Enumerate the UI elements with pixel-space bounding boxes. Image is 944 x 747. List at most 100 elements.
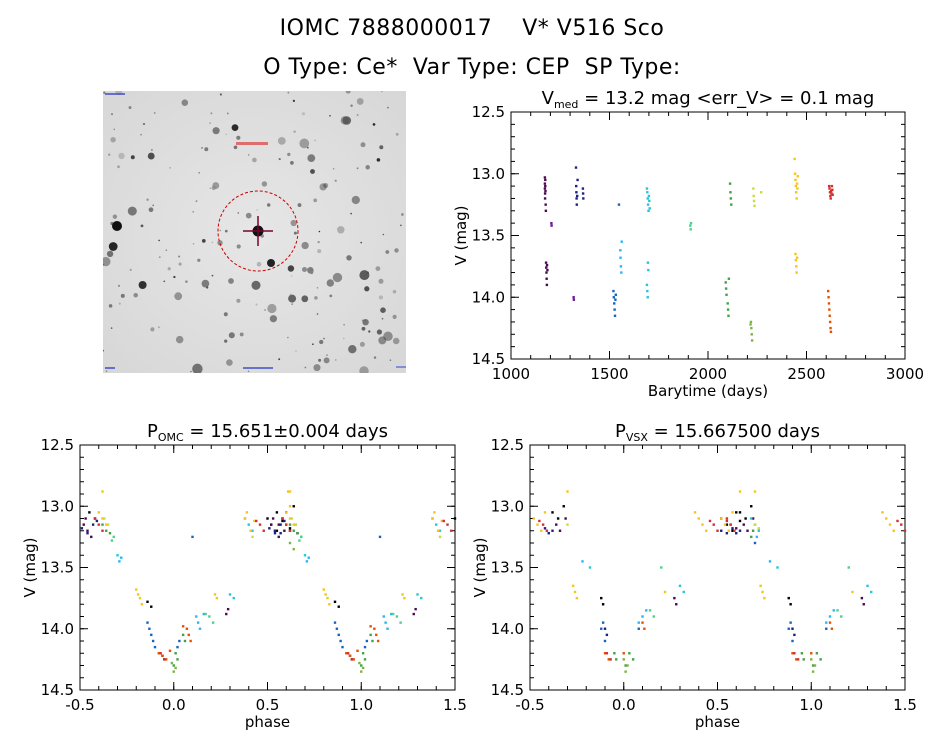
data-point — [731, 529, 734, 532]
data-point — [573, 590, 577, 594]
star — [290, 275, 293, 277]
data-point — [450, 529, 453, 532]
x-tick-label: 1.5 — [443, 696, 467, 714]
y-axis-label: V (mag) — [471, 537, 489, 597]
star — [378, 278, 384, 284]
data-point — [831, 188, 834, 192]
y-tick-label: 12.5 — [41, 436, 74, 454]
star — [110, 327, 113, 329]
data-point — [279, 523, 282, 526]
data-point — [352, 658, 355, 661]
star — [245, 212, 252, 219]
data-point — [544, 189, 547, 193]
star — [307, 154, 316, 162]
data-point — [391, 612, 395, 616]
data-point — [93, 517, 97, 520]
data-point — [626, 664, 629, 667]
plot-frame — [79, 444, 456, 691]
data-point — [251, 535, 254, 539]
data-point — [617, 203, 621, 206]
star — [107, 153, 111, 156]
data-point — [726, 308, 730, 311]
data-point — [363, 645, 367, 649]
data-point — [371, 639, 374, 643]
data-point — [724, 287, 728, 290]
data-point — [787, 596, 790, 600]
chart-title-symbol: P — [615, 421, 626, 442]
data-point — [819, 658, 822, 661]
star — [348, 345, 357, 354]
data-point — [373, 627, 376, 630]
data-point — [140, 603, 144, 606]
star — [158, 239, 160, 242]
data-point — [545, 529, 549, 532]
data-point — [727, 277, 731, 280]
data-point — [157, 652, 160, 655]
data-point — [90, 535, 93, 539]
data-point — [106, 523, 110, 526]
star — [169, 166, 171, 169]
data-point — [831, 193, 834, 196]
data-point — [365, 639, 369, 643]
data-point — [433, 511, 436, 514]
data-point — [255, 519, 258, 523]
data-point — [793, 157, 796, 161]
data-point — [811, 664, 815, 667]
star — [389, 359, 392, 362]
data-point — [266, 517, 269, 520]
star — [228, 332, 235, 339]
data-point — [729, 191, 732, 194]
data-point — [189, 639, 192, 643]
data-point — [615, 658, 618, 661]
star — [332, 272, 343, 283]
star — [209, 122, 211, 124]
star — [201, 279, 210, 288]
data-point — [825, 621, 828, 624]
data-point — [543, 197, 547, 200]
data-point — [757, 527, 760, 530]
data-point — [637, 621, 640, 624]
data-point — [647, 209, 650, 212]
star — [167, 267, 171, 271]
data-point — [646, 197, 649, 200]
star — [335, 359, 337, 361]
star — [197, 258, 201, 262]
data-point — [829, 194, 832, 198]
target-circle-icon — [217, 190, 299, 272]
data-point — [735, 532, 738, 535]
data-point — [607, 658, 610, 661]
data-point — [759, 584, 762, 588]
data-point — [828, 320, 832, 324]
star — [152, 204, 155, 207]
data-point — [794, 178, 797, 182]
data-point — [185, 627, 189, 630]
x-tick-label: 0.0 — [162, 696, 186, 714]
data-point — [795, 182, 799, 185]
data-point — [614, 293, 618, 296]
data-point — [613, 302, 616, 305]
data-point — [369, 633, 372, 637]
data-point — [442, 519, 445, 523]
y-tick-label: 12.5 — [472, 103, 505, 121]
data-point — [847, 566, 850, 569]
star-field — [101, 88, 404, 376]
data-point — [191, 535, 194, 539]
star — [198, 172, 200, 174]
data-point — [731, 527, 734, 530]
star — [237, 212, 240, 214]
star — [362, 318, 369, 326]
data-point — [300, 535, 303, 539]
data-point — [285, 523, 288, 526]
star — [236, 244, 241, 249]
data-point — [279, 532, 282, 535]
data-point — [574, 166, 578, 169]
data-point — [196, 621, 200, 624]
star — [117, 284, 121, 287]
data-point — [725, 523, 729, 526]
x-tick-label: 3000 — [886, 365, 924, 383]
data-point — [375, 633, 378, 637]
data-point — [545, 271, 548, 274]
star — [314, 139, 316, 142]
star — [140, 224, 144, 228]
